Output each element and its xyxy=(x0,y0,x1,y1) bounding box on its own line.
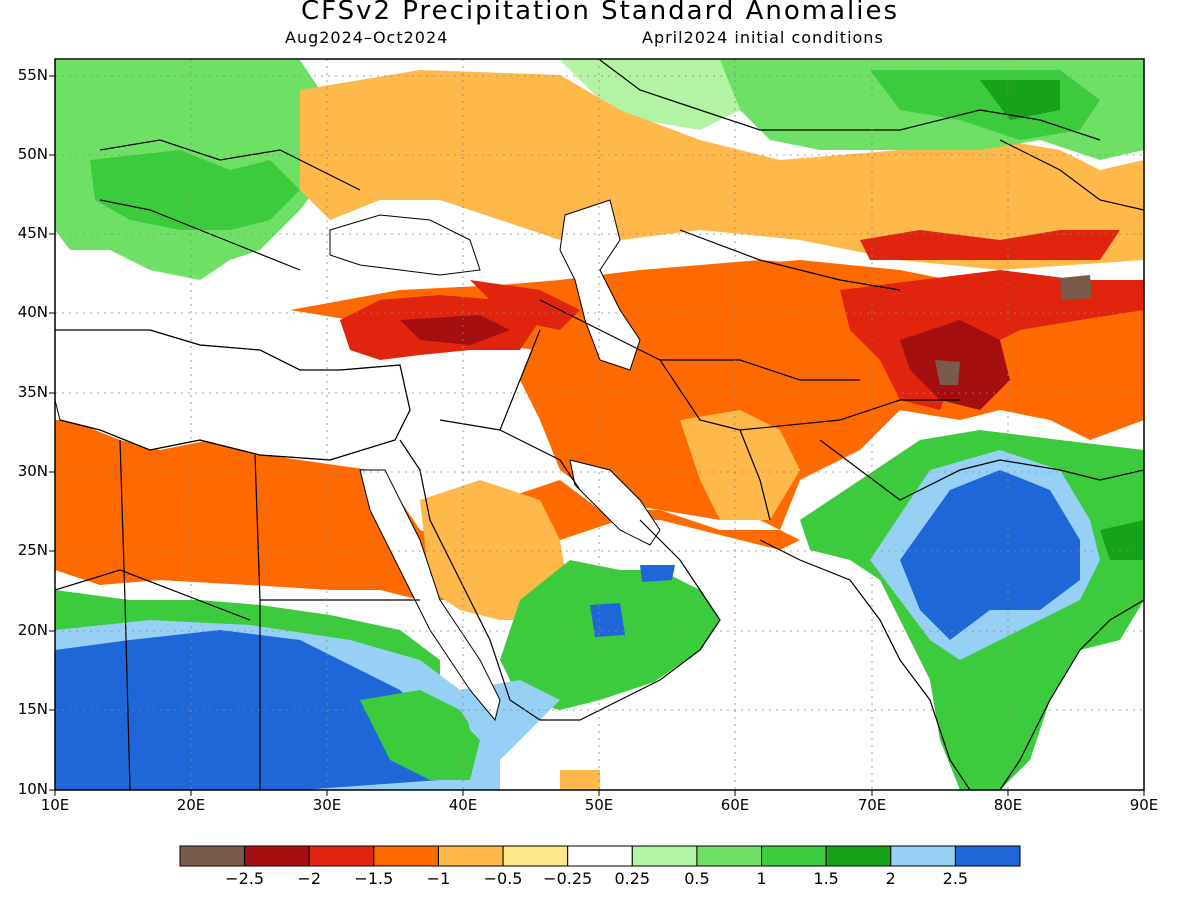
colorbar-tick-label: −0.25 xyxy=(543,869,593,888)
lon-label: 10E xyxy=(40,796,70,814)
water-bodies xyxy=(55,199,940,790)
map-title: CFSv2 Precipitation Standard Anomalies xyxy=(300,0,900,26)
field-turkey-darkred xyxy=(400,315,510,345)
lat-label: 55N xyxy=(17,66,48,84)
lon-label: 60E xyxy=(720,796,750,814)
colorbar-tick-label: 1 xyxy=(756,869,767,888)
colorbar-tick-label: −1.5 xyxy=(354,869,394,888)
colorbar-tick-label: −2 xyxy=(297,869,322,888)
field-ethiopia-green xyxy=(360,690,480,780)
lat-label: 10N xyxy=(17,780,48,798)
colorbar-tick-label: 2.5 xyxy=(942,869,969,888)
field-tianshan-brown xyxy=(1060,275,1092,300)
lat-label: 40N xyxy=(17,303,48,321)
colorbar-tick-label: −0.5 xyxy=(483,869,523,888)
persian-gulf xyxy=(569,459,661,546)
field-caucasus-red xyxy=(470,280,580,330)
colorbar-tick-label: −2.5 xyxy=(225,869,265,888)
lon-label: 50E xyxy=(584,796,614,814)
lat-label: 50N xyxy=(17,145,48,163)
lat-label: 20N xyxy=(17,621,48,639)
field-iran-yellow xyxy=(680,410,800,520)
lat-label: 30N xyxy=(17,462,48,480)
lon-label: 30E xyxy=(312,796,342,814)
field-bay-bengal-green xyxy=(1100,520,1144,560)
colorbar-tick-label: 1.5 xyxy=(813,869,839,888)
field-yemen-blue xyxy=(590,603,625,637)
field-north-orange xyxy=(300,70,1144,270)
lon-label: 70E xyxy=(857,796,887,814)
field-himalaya-brown xyxy=(935,360,960,385)
forecast-period: Aug2024–Oct2024 xyxy=(285,28,449,47)
tick-marks xyxy=(49,75,1145,796)
colorbar-tick-label: 0.5 xyxy=(684,869,710,888)
colorbar-tick-label: 2 xyxy=(885,869,896,888)
field-europe-darkgreen xyxy=(90,150,300,230)
lat-label: 15N xyxy=(17,700,48,718)
grid-lines xyxy=(55,59,1144,790)
colorbar-tick-label: −1 xyxy=(426,869,451,888)
field-kazakh-red xyxy=(860,230,1120,260)
field-arabia-yellow xyxy=(420,480,570,620)
caspian-sea xyxy=(559,199,641,371)
field-oman-blue xyxy=(640,565,675,582)
initial-conditions: April2024 initial conditions xyxy=(642,28,884,47)
black-sea xyxy=(329,214,481,276)
lat-label: 45N xyxy=(17,224,48,242)
field-sahel-blue xyxy=(55,630,440,790)
field-somalia-orange xyxy=(560,770,600,790)
arabian-sea xyxy=(600,560,940,790)
lon-label: 80E xyxy=(993,796,1023,814)
field-sahara-orange xyxy=(55,425,400,585)
colorbar-tick-label: 0.25 xyxy=(614,869,651,888)
borders xyxy=(55,59,1144,790)
field-russia-lightgreen xyxy=(560,60,740,130)
lat-label: 25N xyxy=(17,541,48,559)
lat-label: 35N xyxy=(17,383,48,401)
field-siberia-green2 xyxy=(980,80,1060,120)
lon-label: 90E xyxy=(1129,796,1159,814)
lon-label: 20E xyxy=(176,796,206,814)
field-india-blue xyxy=(900,470,1080,640)
lon-label: 40E xyxy=(448,796,478,814)
